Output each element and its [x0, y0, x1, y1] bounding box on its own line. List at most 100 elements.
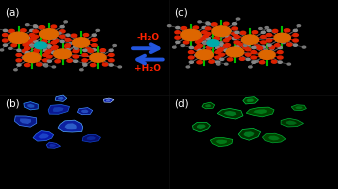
- Circle shape: [195, 40, 201, 43]
- Circle shape: [206, 27, 211, 30]
- Circle shape: [44, 65, 48, 67]
- Circle shape: [297, 25, 300, 27]
- Circle shape: [269, 46, 274, 49]
- Circle shape: [226, 36, 231, 40]
- Circle shape: [73, 50, 78, 53]
- Circle shape: [246, 43, 250, 46]
- Circle shape: [197, 44, 202, 47]
- Circle shape: [3, 29, 7, 32]
- Circle shape: [26, 24, 29, 26]
- Circle shape: [86, 48, 91, 51]
- Circle shape: [214, 37, 219, 40]
- Circle shape: [202, 26, 206, 29]
- Polygon shape: [202, 102, 215, 109]
- Circle shape: [43, 49, 47, 51]
- Circle shape: [16, 53, 22, 57]
- Circle shape: [235, 46, 239, 48]
- Circle shape: [31, 45, 34, 47]
- Circle shape: [34, 26, 38, 28]
- Circle shape: [216, 61, 220, 63]
- Circle shape: [224, 49, 228, 52]
- Circle shape: [92, 44, 97, 47]
- Circle shape: [234, 41, 240, 44]
- Circle shape: [69, 42, 72, 44]
- Circle shape: [25, 46, 30, 50]
- Polygon shape: [246, 107, 274, 117]
- Circle shape: [74, 60, 78, 62]
- Circle shape: [282, 42, 285, 44]
- Circle shape: [83, 49, 87, 51]
- Circle shape: [42, 40, 47, 43]
- Circle shape: [243, 46, 248, 49]
- Polygon shape: [246, 98, 254, 102]
- Circle shape: [209, 60, 214, 63]
- Polygon shape: [58, 120, 83, 132]
- Circle shape: [232, 51, 235, 53]
- Circle shape: [206, 37, 210, 40]
- Circle shape: [261, 36, 266, 39]
- Circle shape: [271, 60, 277, 63]
- Polygon shape: [81, 110, 89, 113]
- Circle shape: [43, 59, 48, 62]
- Circle shape: [219, 53, 224, 56]
- Circle shape: [190, 33, 193, 35]
- Circle shape: [232, 27, 237, 30]
- Circle shape: [33, 25, 37, 27]
- Circle shape: [59, 35, 65, 38]
- Circle shape: [206, 22, 209, 24]
- Circle shape: [64, 21, 67, 23]
- Polygon shape: [197, 125, 206, 129]
- Circle shape: [219, 42, 223, 44]
- Circle shape: [245, 48, 251, 51]
- Circle shape: [198, 49, 202, 52]
- Circle shape: [101, 51, 104, 53]
- Circle shape: [67, 59, 72, 62]
- Circle shape: [51, 41, 56, 44]
- Text: (a): (a): [5, 8, 20, 18]
- Circle shape: [252, 31, 258, 34]
- Circle shape: [14, 69, 17, 71]
- Circle shape: [52, 66, 55, 68]
- Circle shape: [252, 61, 256, 63]
- Circle shape: [83, 34, 89, 37]
- Circle shape: [3, 44, 7, 46]
- Circle shape: [29, 39, 34, 42]
- Circle shape: [197, 61, 202, 64]
- Circle shape: [66, 49, 70, 51]
- Polygon shape: [295, 106, 303, 109]
- Circle shape: [59, 30, 65, 33]
- Circle shape: [181, 45, 185, 46]
- Circle shape: [47, 45, 50, 46]
- Circle shape: [232, 32, 237, 35]
- Circle shape: [63, 54, 66, 56]
- Circle shape: [25, 52, 29, 54]
- Circle shape: [189, 61, 193, 63]
- Circle shape: [16, 59, 22, 62]
- Circle shape: [40, 29, 58, 39]
- Circle shape: [61, 54, 64, 56]
- Circle shape: [176, 41, 180, 43]
- Circle shape: [275, 44, 280, 47]
- Circle shape: [225, 44, 231, 47]
- Circle shape: [31, 37, 36, 40]
- Circle shape: [237, 43, 242, 46]
- Circle shape: [193, 26, 198, 29]
- Circle shape: [71, 34, 77, 37]
- Polygon shape: [65, 123, 77, 129]
- Polygon shape: [106, 99, 111, 101]
- Polygon shape: [217, 108, 243, 119]
- Circle shape: [206, 49, 211, 52]
- Polygon shape: [205, 104, 211, 107]
- Circle shape: [255, 60, 258, 62]
- Circle shape: [266, 34, 272, 37]
- Circle shape: [259, 50, 275, 59]
- Circle shape: [66, 34, 70, 36]
- Circle shape: [175, 31, 180, 34]
- Circle shape: [33, 30, 39, 33]
- Circle shape: [181, 27, 187, 30]
- Circle shape: [52, 37, 56, 39]
- Circle shape: [108, 53, 114, 57]
- Circle shape: [207, 40, 219, 46]
- Circle shape: [176, 26, 180, 29]
- Circle shape: [96, 29, 99, 31]
